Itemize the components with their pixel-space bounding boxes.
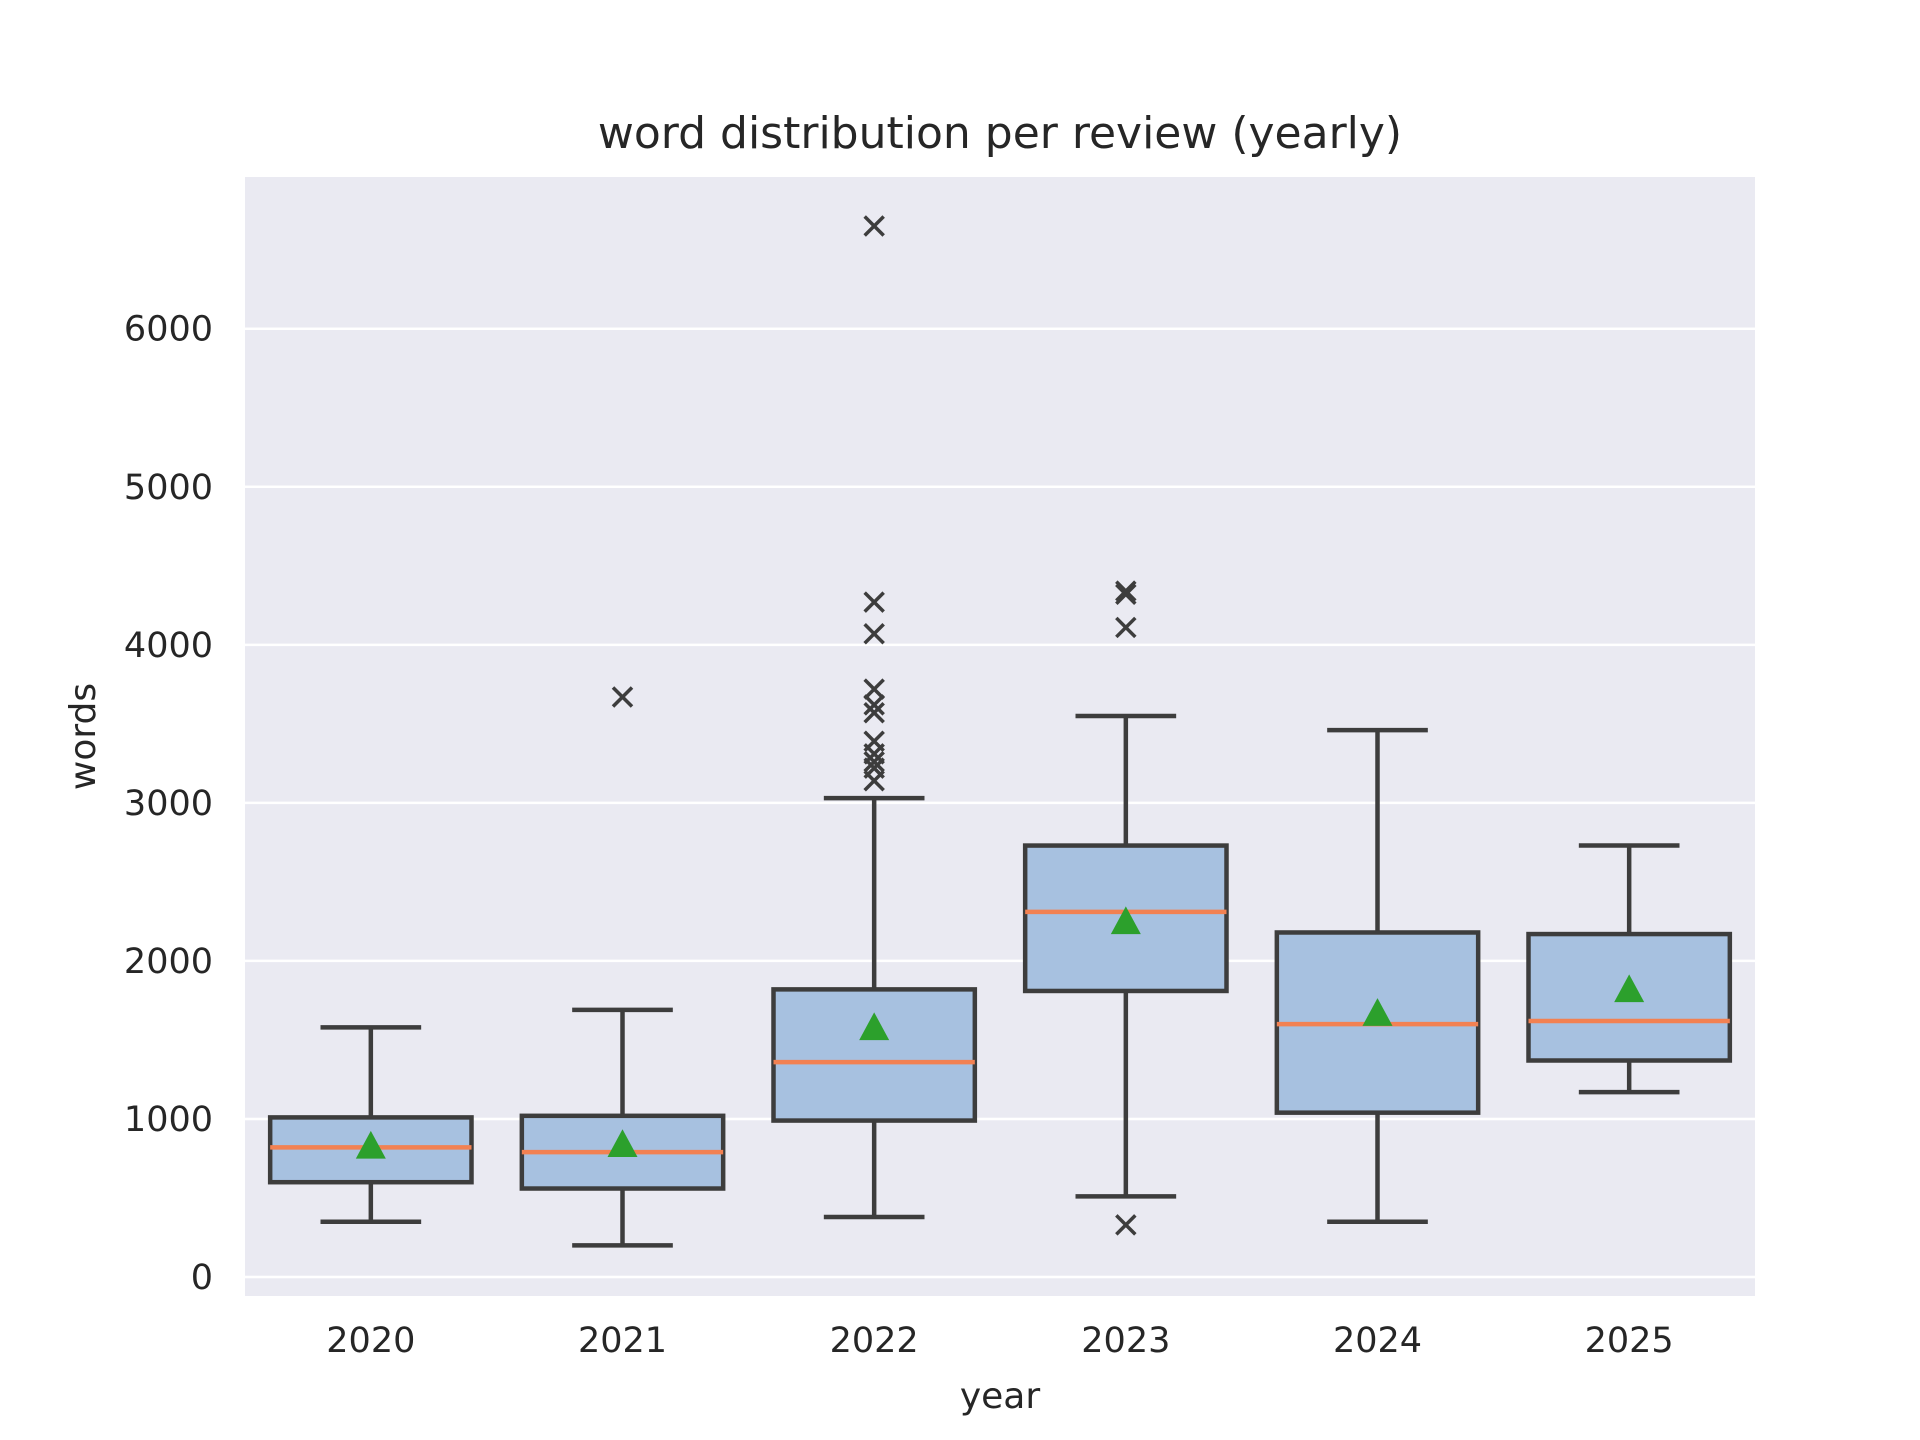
- x-tick-label: 2021: [578, 1321, 667, 1361]
- outlier-stroke: [863, 678, 885, 700]
- box-group: [1526, 843, 1733, 1095]
- outlier-marker: [1115, 580, 1137, 602]
- outlier-stroke: [1115, 580, 1137, 602]
- box-group: [267, 1025, 474, 1224]
- x-axis-label: year: [960, 1376, 1041, 1417]
- box-group: [519, 686, 726, 1248]
- mean-marker: [859, 1012, 890, 1041]
- box-iqr: [1022, 843, 1229, 994]
- outlier-stroke: [863, 730, 885, 752]
- box-series: [267, 215, 1733, 1248]
- y-tick-label: 2000: [124, 942, 213, 982]
- box-group: [1274, 727, 1481, 1224]
- x-tick-label: 2020: [326, 1321, 415, 1361]
- mean-marker: [1362, 998, 1393, 1026]
- outlier-marker: [863, 751, 885, 773]
- outlier-stroke: [863, 623, 885, 645]
- outlier-marker: [863, 623, 885, 645]
- outlier-stroke: [863, 591, 885, 613]
- outlier-marker: [863, 678, 885, 700]
- chart-title: word distribution per review (yearly): [598, 108, 1402, 159]
- grid-lines: [245, 327, 1755, 1279]
- outlier-stroke: [863, 702, 885, 724]
- outlier-marker: [611, 686, 634, 708]
- outlier-marker: [863, 730, 885, 752]
- y-tick-label: 5000: [124, 468, 213, 508]
- outlier-marker: [1115, 583, 1137, 605]
- box-group: [1022, 580, 1229, 1236]
- outlier-stroke: [863, 694, 885, 716]
- x-tick-label: 2022: [830, 1321, 919, 1361]
- outlier-marker: [1115, 616, 1137, 639]
- y-tick-label: 3000: [124, 784, 213, 824]
- mean-marker: [607, 1129, 638, 1158]
- x-tick-label: 2024: [1333, 1321, 1422, 1361]
- y-tick-label: 6000: [124, 310, 213, 350]
- outlier-stroke: [863, 751, 885, 773]
- outlier-stroke: [1115, 583, 1137, 605]
- outlier-stroke: [1115, 616, 1137, 639]
- plot-area: [245, 177, 1755, 1296]
- x-tick-label: 2023: [1081, 1321, 1170, 1361]
- outlier-stroke: [1115, 1214, 1137, 1236]
- outlier-stroke: [611, 686, 634, 708]
- y-tick-label: 4000: [124, 626, 213, 666]
- outlier-stroke: [863, 215, 885, 237]
- y-tick-label: 0: [191, 1258, 213, 1298]
- x-tick-label: 2025: [1585, 1321, 1674, 1361]
- y-axis-label: words: [63, 683, 104, 790]
- outlier-marker: [863, 215, 885, 237]
- mean-marker: [1614, 974, 1645, 1003]
- outlier-marker: [1115, 1214, 1137, 1236]
- outlier-marker: [863, 694, 885, 716]
- outlier-marker: [863, 591, 885, 613]
- outlier-marker: [863, 702, 885, 724]
- box-group: [771, 215, 978, 1220]
- mean-marker: [1110, 906, 1141, 935]
- box-iqr: [771, 987, 978, 1123]
- mean-marker: [355, 1130, 386, 1159]
- y-tick-label: 1000: [124, 1100, 213, 1140]
- tick-labels: 0 1000 2000 3000 4000 5000 6000 2020 2021 2022 202…: [124, 310, 1674, 1361]
